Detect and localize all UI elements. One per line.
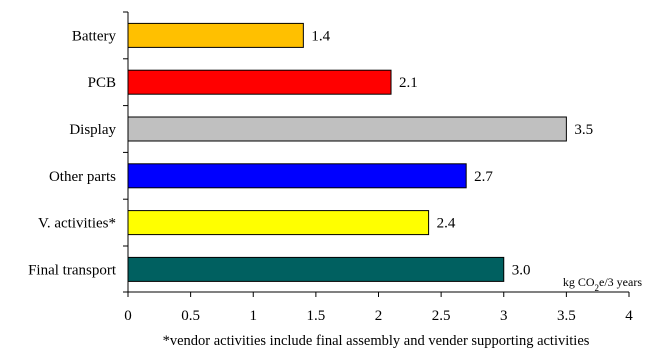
category-label: Final transport	[28, 262, 117, 278]
x-tick-label: 2.5	[432, 308, 451, 324]
x-tick-label: 4	[625, 308, 633, 324]
x-tick-label: 3.5	[557, 308, 576, 324]
x-tick-label: 0	[124, 308, 132, 324]
category-label: PCB	[88, 75, 116, 91]
data-label: 1.4	[311, 28, 330, 44]
x-unit-label: kg CO2e/3 years	[563, 275, 642, 293]
ticks-layer: 0 0.5 1 1.5 2 2.5 3 3.5 4	[123, 11, 633, 324]
data-label: 2.1	[399, 75, 418, 91]
bar-display	[127, 116, 567, 142]
unit-label-sub: 2	[595, 283, 600, 293]
x-tick-label: 1	[250, 308, 258, 324]
unit-label-pre: kg CO	[563, 275, 595, 289]
data-label: 3.0	[512, 262, 531, 278]
labels-layer: Battery 1.4 PCB 2.1 Display 3.5 Other parts 2.7…	[28, 28, 593, 278]
data-label: 2.4	[437, 216, 456, 232]
footnote: *vendor activities include final assembl…	[163, 333, 590, 349]
x-tick-label: 2	[375, 308, 383, 324]
category-label: Battery	[72, 28, 117, 44]
data-label: 2.7	[474, 169, 493, 185]
x-tick-label: 3	[500, 308, 508, 324]
x-tick-label: 1.5	[307, 308, 326, 324]
bar-pcb	[127, 69, 392, 95]
category-label: V. activities*	[38, 216, 116, 232]
unit-label-post: e/3 years	[599, 275, 642, 289]
category-label: Other parts	[49, 169, 116, 185]
x-tick-label: 0.5	[181, 308, 200, 324]
bar-v-activities	[127, 210, 430, 236]
bars-layer	[127, 22, 567, 282]
data-label: 3.5	[574, 122, 593, 138]
bar-final-transport	[127, 256, 505, 282]
bar-battery	[127, 22, 304, 48]
category-label: Display	[69, 122, 116, 138]
bar-other-parts	[127, 163, 467, 189]
